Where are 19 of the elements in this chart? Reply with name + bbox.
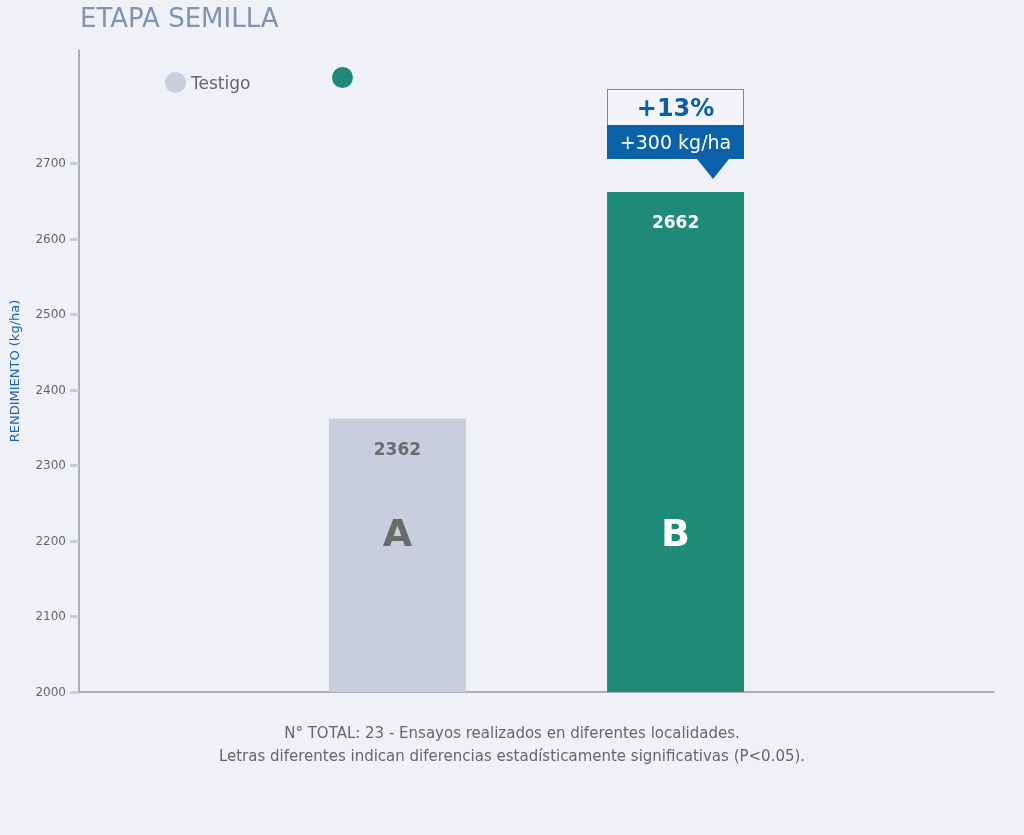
annotation: +300 kg/ha [607, 124, 745, 159]
y-tick-label: 2300 [35, 458, 66, 473]
data-label: 2662 [651, 212, 700, 233]
y-tick-label: 2600 [35, 231, 66, 246]
y-tick-label: 2500 [35, 307, 66, 322]
legend-label: Testigo [190, 72, 251, 93]
annotation: B [661, 511, 691, 555]
chart-title: ETAPA SEMILLA [80, 3, 279, 33]
annotation: +13% [607, 88, 745, 125]
y-tick-label: 2100 [35, 609, 66, 624]
y-axis-title: RENDIMIENTO (kg/ha) [7, 299, 22, 443]
data-label: 2362 [373, 439, 422, 460]
text: Letras diferentes indican diferencias estadísticamente significativas (P<0.05). [218, 747, 806, 765]
y-tick-label: 2000 [35, 685, 66, 699]
y-tick-label: 2400 [35, 382, 66, 397]
text: N° TOTAL: 23 - Ensayos realizados en diferentes localidades. [284, 724, 740, 742]
annotation: A [382, 511, 413, 555]
y-tick-label: 2700 [35, 156, 66, 171]
y-tick-label: 2200 [35, 533, 66, 548]
